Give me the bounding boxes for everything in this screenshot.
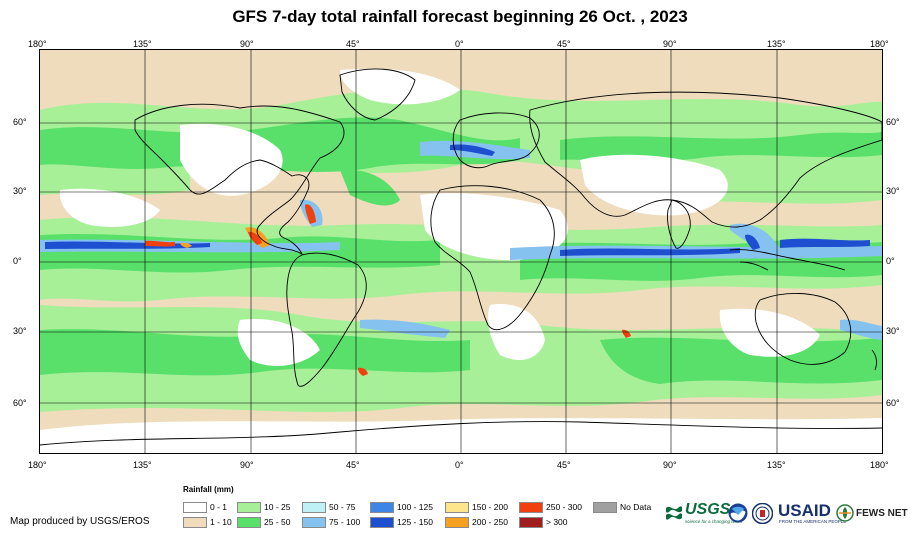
- lon-tick-top-1: 135°: [133, 39, 152, 49]
- fews-net-wordmark: FEWS NET: [856, 508, 908, 519]
- lon-tick-bottom-7: 135°: [767, 460, 786, 470]
- lon-tick-top-2: 90°: [240, 39, 254, 49]
- legend-swatch: [370, 502, 394, 513]
- legend-swatch: [370, 517, 394, 528]
- legend-label: > 300: [546, 517, 568, 527]
- lon-tick-bottom-1: 135°: [133, 460, 152, 470]
- legend-label: 100 - 125: [397, 502, 433, 512]
- lon-tick-top-3: 45°: [346, 39, 360, 49]
- lat-tick-left-0: 60°: [13, 117, 27, 127]
- africa-outline: [430, 185, 555, 330]
- lat-tick-right-3: 30°: [886, 326, 900, 336]
- usgs-wave-icon: [666, 506, 682, 520]
- lon-tick-bottom-4: 0°: [455, 460, 464, 470]
- rainfall-map-svg: [40, 50, 882, 453]
- usda-seal-icon: [752, 503, 773, 524]
- lon-tick-bottom-5: 45°: [557, 460, 571, 470]
- usaid-logo: USAID FROM THE AMERICAN PEOPLE: [778, 501, 846, 526]
- lat-tick-left-4: 60°: [13, 398, 27, 408]
- india-outline: [667, 199, 691, 249]
- lon-tick-top-8: 180°: [870, 39, 889, 49]
- usaid-wordmark: USAID: [778, 501, 831, 520]
- usgs-wordmark: USGS: [685, 501, 731, 518]
- legend-label: 125 - 150: [397, 517, 433, 527]
- lon-tick-top-7: 135°: [767, 39, 786, 49]
- legend-label: 10 - 25: [264, 502, 291, 512]
- legend-swatch: [237, 502, 261, 513]
- asia-outline: [529, 91, 882, 228]
- legend-title: Rainfall (mm): [183, 485, 234, 494]
- legend-label: 75 - 100: [329, 517, 361, 527]
- noaa-logo-icon: [728, 503, 748, 523]
- lon-tick-top-6: 90°: [663, 39, 677, 49]
- legend-swatch: [302, 502, 326, 513]
- legend-label: 200 - 250: [472, 517, 508, 527]
- new-zealand-outline: [871, 349, 877, 371]
- lon-tick-bottom-3: 45°: [346, 460, 360, 470]
- europe-outline: [452, 112, 540, 169]
- rainfall-map: [39, 49, 883, 454]
- legend-label: 0 - 1: [210, 502, 228, 512]
- legend-swatch: [183, 517, 207, 528]
- australia-outline: [754, 292, 852, 365]
- legend-label: No Data: [620, 502, 652, 512]
- legend-label: 50 - 75: [329, 502, 356, 512]
- lon-tick-bottom-2: 90°: [240, 460, 254, 470]
- rain-100-150-layer: [45, 144, 870, 256]
- lon-tick-top-5: 45°: [557, 39, 571, 49]
- legend-swatch: [302, 517, 326, 528]
- legend-swatch: [183, 502, 207, 513]
- lat-tick-left-3: 30°: [13, 326, 27, 336]
- greenland-outline: [339, 68, 416, 121]
- fews-net-icon: [836, 504, 854, 522]
- continent-outlines: [40, 68, 882, 446]
- legend-swatch: [445, 502, 469, 513]
- legend-label: 25 - 50: [264, 517, 291, 527]
- legend-label: 250 - 300: [546, 502, 582, 512]
- legend-swatch: [519, 502, 543, 513]
- north-america-outline: [134, 103, 345, 256]
- antarctica-outline: [40, 421, 882, 446]
- map-title: GFS 7-day total rainfall forecast beginn…: [232, 7, 688, 26]
- lat-tick-left-2: 0°: [13, 256, 22, 266]
- lat-tick-right-2: 0°: [886, 256, 895, 266]
- lon-tick-top-0: 180°: [28, 39, 47, 49]
- legend-label: 150 - 200: [472, 502, 508, 512]
- rain-0-1-layer: [40, 68, 882, 453]
- legend-swatch: [593, 502, 617, 513]
- usgs-logo: USGS science for a changing world: [665, 501, 742, 526]
- lon-tick-top-4: 0°: [455, 39, 464, 49]
- lat-tick-left-1: 30°: [13, 186, 27, 196]
- legend-swatch: [519, 517, 543, 528]
- usaid-tagline: FROM THE AMERICAN PEOPLE: [779, 519, 847, 524]
- lat-tick-right-0: 60°: [886, 117, 900, 127]
- lon-tick-bottom-0: 180°: [28, 460, 47, 470]
- legend-swatch: [445, 517, 469, 528]
- lat-tick-right-4: 60°: [886, 398, 900, 408]
- lon-tick-bottom-8: 180°: [870, 460, 889, 470]
- lon-tick-bottom-6: 90°: [663, 460, 677, 470]
- south-america-outline: [286, 252, 367, 387]
- legend-label: 1 - 10: [210, 517, 232, 527]
- legend-swatch: [237, 517, 261, 528]
- lat-tick-right-1: 30°: [886, 186, 900, 196]
- usgs-tagline: science for a changing world: [685, 519, 743, 524]
- graticule: [40, 50, 882, 453]
- credit-text: Map produced by USGS/EROS: [10, 516, 150, 527]
